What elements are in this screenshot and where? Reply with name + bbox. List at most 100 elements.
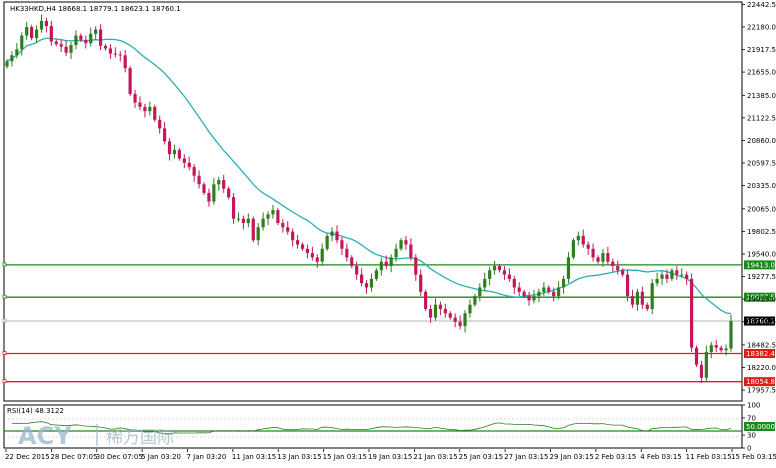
time-tick-label: 5 Jan 03:20 [141,453,181,461]
price-axis[interactable]: 22442.5 22180.0 21917.5 21655.0 21385.0 21122… [742,1,776,395]
candle-body [295,240,300,245]
candle-body [315,257,319,262]
candle-body [330,231,334,236]
candle-body [305,248,310,254]
candle-body [360,274,364,284]
level-tag [744,260,775,270]
candle-body [202,184,206,193]
candle-body [34,29,39,39]
candle-body [182,158,186,163]
candle-body [44,20,49,27]
candle-body [241,218,246,223]
rsi-level-label: 50.0000 [746,423,775,431]
candle-body [424,291,428,309]
price-tick-label: 18752.5 [747,318,776,326]
candle-body [207,192,211,202]
level-tag-label: 18382.4 [746,350,775,358]
candle-body [694,347,699,365]
price-tick-label: 21385.0 [747,92,776,100]
candle-body [557,287,561,297]
level-tag-label: 18054.8 [746,378,775,386]
price-panel[interactable] [3,1,743,402]
candle-body [5,61,9,67]
rsi-panel[interactable] [3,404,743,449]
candle-body [217,180,221,185]
rsi-tick-label: 30 [747,432,756,440]
candle-body [547,287,551,292]
candle-body [128,68,132,95]
candle-body [291,231,295,241]
price-tick-label: 17957.5 [747,387,776,395]
candle-body [246,218,250,223]
candle-body [502,270,507,275]
candle-body [497,265,502,271]
candle-body [670,270,674,279]
candle-body [542,287,546,292]
time-tick-label: 15 Jan 03:15 [323,453,367,461]
candle-body [15,49,19,56]
candle-body [517,287,521,292]
time-tick-label: 30 Dec 07:05 [96,453,143,461]
level-tag-label: 19037.5 [746,294,775,302]
candle-body [25,26,29,36]
candle-body [89,33,93,44]
candle-body [581,235,585,245]
candle-body [576,235,580,241]
candle-body [404,240,408,245]
time-tick-label: 27 Jan 03:15 [504,453,548,461]
candle-body [512,278,516,288]
price-tick-label: 20860.0 [747,137,776,145]
candle-body [153,106,157,120]
candle-body [54,41,58,45]
candle-body [438,304,443,309]
candle-body [458,321,462,327]
candle-body [310,253,314,258]
candle-body [79,35,83,40]
candle-body [158,119,162,129]
candle-body [419,274,423,292]
candle-body [384,261,388,266]
candle-body [399,240,403,249]
candle-body [138,102,142,107]
candle-body [167,141,172,155]
candle-body [177,149,181,159]
candle-body [625,274,630,297]
candle-body [630,296,635,305]
level-handle [2,294,7,299]
candle-body [527,296,531,301]
candle-body [448,313,452,318]
rsi-title: RSI(14) 48.3122 [7,407,64,415]
time-tick-label: 13 Jan 03:15 [277,453,321,461]
candle-body [251,218,255,241]
price-tick-label: 21655.0 [747,69,776,77]
symbol-title: HK33HKD,H4 18668.1 18779.1 18623.1 18760… [10,5,181,13]
candle-body [256,227,260,241]
level-tag [744,292,775,302]
price-tick-label: 19802.5 [747,228,776,236]
candle-body [640,291,644,305]
moving-average-line [6,37,732,315]
time-tick-label: 21 Jan 03:15 [413,453,457,461]
level-handle [2,351,7,355]
level-tag [744,348,775,358]
candle-body [665,274,669,279]
price-tick-label: 18482.5 [747,341,776,349]
price-tick-label: 18220.0 [747,364,776,372]
candle-body [409,244,413,258]
candle-body [389,257,393,266]
candle-body [374,270,378,279]
candle-body [433,304,438,318]
candle-body [64,46,68,53]
time-tick-label: 4 Feb 03:15 [640,453,681,461]
candle-body [621,270,625,275]
time-tick-label: 29 Jan 03:15 [550,453,594,461]
candle-body [335,231,339,241]
candle-body [212,184,216,202]
candle-body [103,45,108,49]
candle-body [222,180,226,189]
candle-body [635,291,640,305]
candle-body [276,210,280,223]
candle-body [123,55,127,69]
